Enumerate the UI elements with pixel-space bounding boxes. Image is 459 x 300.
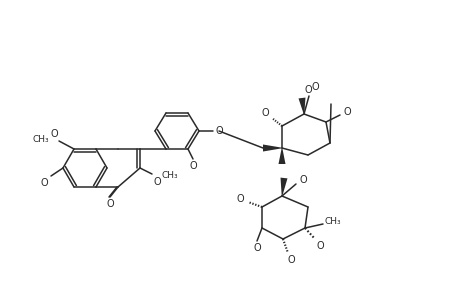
Text: O: O xyxy=(189,161,196,171)
Text: O: O xyxy=(106,199,113,209)
Text: O: O xyxy=(50,129,58,139)
Text: O: O xyxy=(261,108,268,118)
Text: O: O xyxy=(315,241,323,251)
Text: O: O xyxy=(298,175,306,185)
Text: O: O xyxy=(235,194,243,204)
Text: O: O xyxy=(286,255,294,265)
Polygon shape xyxy=(263,145,281,152)
Text: CH₃: CH₃ xyxy=(161,172,178,181)
Polygon shape xyxy=(298,98,305,114)
Text: O: O xyxy=(40,178,48,188)
Text: CH₃: CH₃ xyxy=(33,136,49,145)
Text: O: O xyxy=(310,82,318,92)
Polygon shape xyxy=(280,178,287,196)
Text: O: O xyxy=(303,85,311,95)
Text: O: O xyxy=(342,107,350,117)
Text: O: O xyxy=(215,126,222,136)
Text: CH₃: CH₃ xyxy=(324,218,341,226)
Text: O: O xyxy=(153,177,161,187)
Polygon shape xyxy=(278,148,285,164)
Text: O: O xyxy=(252,243,260,253)
